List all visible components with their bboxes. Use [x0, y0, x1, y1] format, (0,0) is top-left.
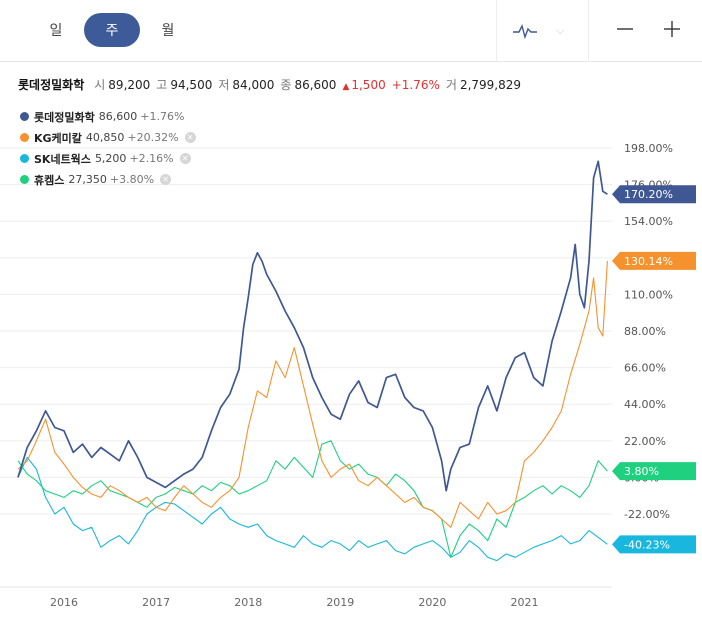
x-tick-label: 2019: [326, 596, 354, 609]
zoom-in-button[interactable]: [657, 14, 687, 44]
high-label: 고: [156, 78, 168, 92]
toolbar-divider: [588, 0, 589, 62]
tab-daily[interactable]: 일: [49, 23, 63, 39]
grid-lines: [0, 147, 612, 588]
y-tick-label: 44.00%: [624, 398, 666, 411]
legend-item: SK네트웍스 5,200 +2.16% ✕: [20, 148, 196, 169]
last-value-badge: 170.20%: [612, 185, 696, 204]
legend-series-change: +2.16%: [129, 152, 174, 165]
series-color-dot: [20, 133, 29, 142]
close-value: 86,600: [294, 78, 337, 92]
y-tick-label: -22.00%: [624, 508, 670, 521]
line-chart-icon: [513, 24, 537, 40]
legend-series-change: +3.80%: [109, 173, 155, 186]
remove-series-icon[interactable]: ✕: [184, 132, 196, 143]
low-label: 저: [218, 78, 230, 92]
legend-series-price: 27,350: [68, 173, 107, 186]
series-lines: [17, 160, 608, 562]
last-value-badges: 170.20% 130.14% -40.23% 3.80%: [612, 185, 696, 554]
change-percent: +1.76%: [391, 78, 440, 92]
plus-icon: [664, 21, 680, 37]
x-tick-label: 2016: [50, 596, 78, 609]
period-tabs: 일 주 월: [28, 12, 196, 48]
last-value-badge: -40.23%: [612, 535, 696, 554]
open-value: 89,200: [108, 78, 151, 92]
x-axis-ticks: 2016 2017 2018 2019 2020 2021: [50, 596, 538, 609]
x-tick-label: 2017: [142, 596, 170, 609]
open-label: 시: [94, 78, 106, 92]
legend-item: 휴켐스 27,350 +3.80% ✕: [20, 169, 196, 190]
legend-series-price: 40,850: [85, 131, 125, 144]
legend-item: 롯데정밀화학 86,600 +1.76%: [20, 106, 196, 127]
y-tick-label: 66.00%: [624, 362, 666, 375]
y-tick-label: 110.00%: [624, 288, 673, 301]
chart-type-dropdown[interactable]: ⌵: [512, 16, 576, 46]
badge-value-label: -40.23%: [624, 538, 670, 551]
up-triangle-icon: ▲: [342, 82, 350, 92]
last-value-badge: 3.80%: [612, 462, 696, 481]
legend-series-name: SK네트웍스: [34, 152, 91, 166]
minus-icon: [617, 28, 633, 30]
x-tick-label: 2021: [511, 596, 539, 609]
chevron-down-icon: ⌵: [556, 24, 565, 37]
chart-legend: 롯데정밀화학 86,600 +1.76% KG케미칼 40,850 +20.32…: [20, 106, 196, 190]
volume-label: 거: [445, 78, 457, 92]
volume-value: 2,799,829: [459, 78, 522, 92]
legend-series-name: KG케미칼: [34, 131, 82, 145]
legend-series-name: 휴켐스: [34, 173, 65, 187]
last-value-badge: 130.14%: [612, 251, 696, 270]
series-color-dot: [20, 175, 29, 184]
x-tick-label: 2020: [418, 596, 446, 609]
series-color-dot: [20, 154, 29, 163]
y-tick-label: 88.00%: [624, 325, 666, 338]
zoom-out-button[interactable]: [610, 14, 640, 44]
series-line: [17, 440, 608, 558]
tab-monthly[interactable]: 월: [161, 23, 175, 39]
quote-summary: 롯데정밀화학 시 89,200 고 94,500 저 84,000 종 86,6…: [18, 76, 527, 93]
stock-name: 롯데정밀화학: [18, 78, 85, 92]
remove-series-icon[interactable]: ✕: [160, 174, 172, 185]
badge-value-label: 130.14%: [624, 255, 673, 268]
series-line: [17, 456, 608, 562]
low-value: 84,000: [232, 78, 275, 92]
legend-series-price: 86,600: [98, 110, 138, 123]
y-tick-label: 154.00%: [624, 215, 673, 228]
legend-item: KG케미칼 40,850 +20.32% ✕: [20, 127, 196, 148]
high-value: 94,500: [170, 78, 213, 92]
close-label: 종: [280, 78, 292, 92]
badge-value-label: 170.20%: [624, 188, 673, 201]
x-tick-label: 2018: [234, 596, 262, 609]
y-tick-label: 198.00%: [624, 142, 673, 155]
legend-series-name: 롯데정밀화학: [34, 110, 95, 124]
series-line: [17, 160, 608, 492]
y-tick-label: 22.00%: [624, 435, 666, 448]
tab-weekly[interactable]: 주: [84, 13, 140, 47]
legend-series-price: 5,200: [94, 152, 127, 165]
series-color-dot: [20, 112, 29, 121]
legend-series-change: +1.76%: [140, 110, 185, 123]
chart-toolbar: 일 주 월 ⌵: [0, 0, 702, 62]
badge-value-label: 3.80%: [624, 465, 659, 478]
remove-series-icon[interactable]: ✕: [179, 153, 191, 164]
legend-series-change: +20.32%: [127, 131, 179, 144]
series-line: [17, 260, 608, 528]
toolbar-divider: [496, 0, 497, 62]
change-value: 1,500: [351, 78, 386, 92]
